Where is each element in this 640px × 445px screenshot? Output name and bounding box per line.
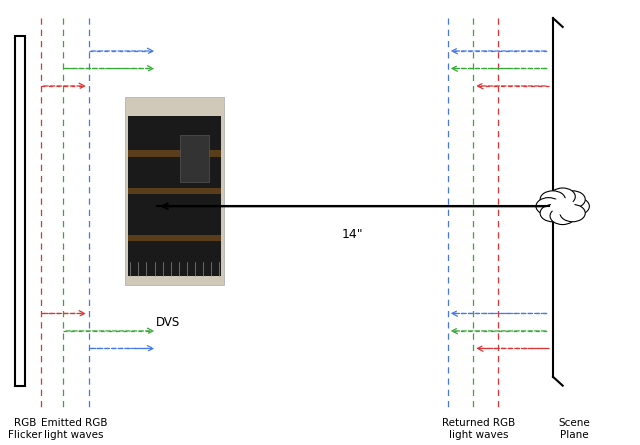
Circle shape <box>536 198 561 215</box>
Text: DVS: DVS <box>156 316 180 329</box>
Bar <box>129 150 221 157</box>
Text: Returned RGB
light waves: Returned RGB light waves <box>442 418 515 440</box>
Bar <box>129 116 221 275</box>
Text: 14": 14" <box>342 228 364 241</box>
Text: Emitted RGB
light waves: Emitted RGB light waves <box>41 418 108 440</box>
Circle shape <box>560 191 585 208</box>
Text: Scene
Plane: Scene Plane <box>558 418 590 440</box>
Bar <box>180 134 209 182</box>
Circle shape <box>564 198 589 215</box>
Circle shape <box>540 191 565 208</box>
Circle shape <box>550 198 575 214</box>
Bar <box>15 36 25 386</box>
Circle shape <box>550 188 575 205</box>
Text: RGB
Flicker: RGB Flicker <box>8 418 42 440</box>
Circle shape <box>550 207 575 225</box>
Circle shape <box>560 204 585 222</box>
Bar <box>129 188 221 194</box>
Bar <box>125 97 224 285</box>
Circle shape <box>540 204 565 222</box>
Bar <box>129 235 221 242</box>
